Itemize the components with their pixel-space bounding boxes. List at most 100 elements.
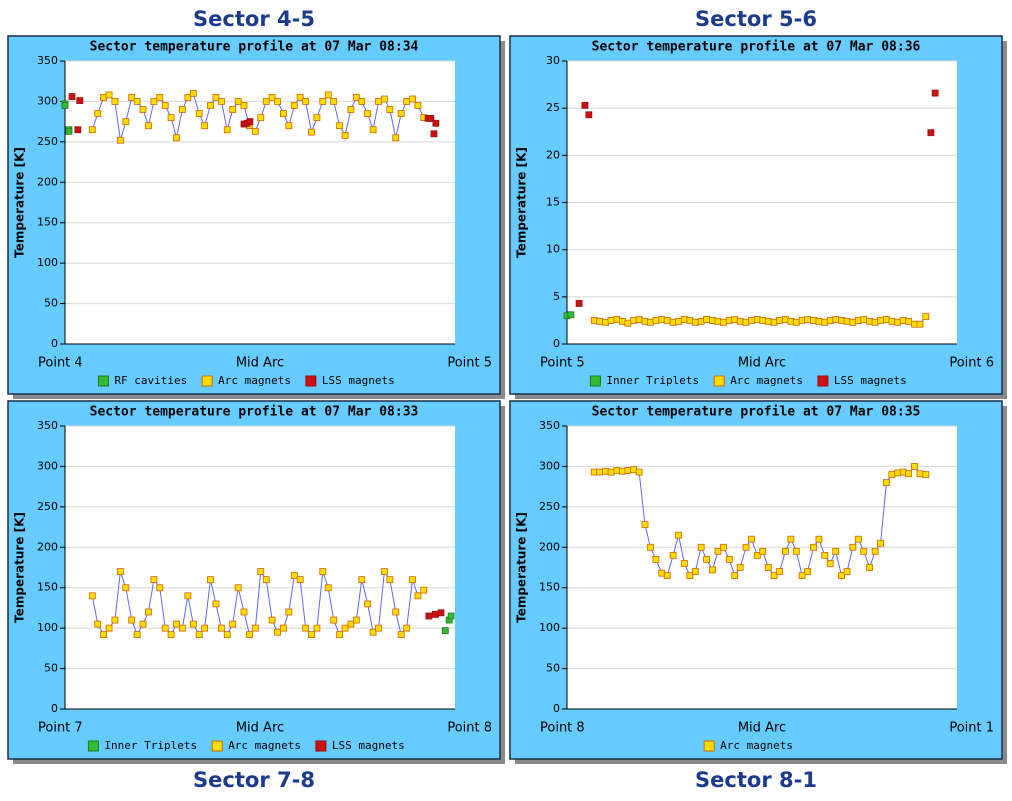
point xyxy=(607,468,615,476)
point xyxy=(916,320,924,328)
point xyxy=(427,115,435,122)
point xyxy=(691,568,699,575)
point xyxy=(161,624,169,632)
point xyxy=(843,568,851,575)
point xyxy=(274,98,281,105)
point xyxy=(714,547,722,555)
y-tick-label: 25 xyxy=(546,101,560,114)
point xyxy=(319,568,327,575)
point xyxy=(279,624,287,632)
point xyxy=(358,98,366,105)
point xyxy=(425,612,433,620)
point xyxy=(703,556,711,563)
point xyxy=(207,102,214,109)
point xyxy=(336,122,343,130)
y-tick-label: 50 xyxy=(546,662,560,675)
point xyxy=(877,317,884,324)
point xyxy=(821,551,829,559)
point xyxy=(709,566,716,574)
point xyxy=(641,521,649,529)
point xyxy=(635,468,643,476)
point xyxy=(764,317,772,325)
y-tick-label: 30 xyxy=(546,54,560,67)
y-tick-label: 200 xyxy=(37,175,58,188)
point xyxy=(302,624,310,632)
point xyxy=(257,568,265,575)
point xyxy=(815,317,823,325)
point xyxy=(156,584,164,592)
point xyxy=(274,628,281,636)
point xyxy=(223,631,231,639)
point xyxy=(447,612,455,620)
point xyxy=(575,300,583,307)
point xyxy=(358,576,366,584)
legend-swatch xyxy=(305,375,317,387)
legend-label: Inner Triplets xyxy=(104,739,197,752)
point xyxy=(76,97,84,105)
point xyxy=(403,98,411,105)
point xyxy=(922,471,930,478)
point xyxy=(430,130,438,138)
y-tick-label: 50 xyxy=(44,662,58,675)
point xyxy=(877,539,884,547)
y-tick-label: 250 xyxy=(539,500,560,513)
x-tick-label: Mid Arc xyxy=(236,721,284,736)
point xyxy=(257,114,265,121)
point xyxy=(381,568,388,575)
point xyxy=(133,98,141,105)
sector-label: Sector 4-5 xyxy=(193,7,315,31)
legend-label: Arc magnets xyxy=(720,739,793,752)
y-axis-label: Temperature [K] xyxy=(515,147,529,258)
point xyxy=(352,93,360,101)
point xyxy=(826,560,834,567)
point xyxy=(804,316,812,323)
sector-label: Sector 8-1 xyxy=(695,768,817,792)
point xyxy=(927,129,935,137)
y-tick-label: 350 xyxy=(37,419,58,432)
point xyxy=(251,624,259,632)
point xyxy=(324,584,332,592)
point xyxy=(61,102,69,109)
x-tick-label: Point 8 xyxy=(447,721,492,736)
y-tick-label: 100 xyxy=(539,621,560,634)
point xyxy=(736,317,744,325)
x-tick-label: Mid Arc xyxy=(738,356,786,371)
y-tick-label: 15 xyxy=(546,196,560,209)
point xyxy=(207,576,214,584)
chart-panel: Sector 4-5 Sector temperature profile at … xyxy=(7,7,505,399)
point xyxy=(414,592,422,600)
point xyxy=(392,608,400,616)
point xyxy=(290,102,298,109)
point xyxy=(635,316,643,323)
point xyxy=(111,98,119,105)
legend-swatch xyxy=(211,740,223,752)
point xyxy=(94,110,102,117)
point xyxy=(212,600,220,608)
point xyxy=(854,535,862,543)
point xyxy=(748,535,755,543)
point xyxy=(624,467,632,474)
point xyxy=(285,608,293,616)
point xyxy=(697,543,705,551)
point xyxy=(262,576,270,584)
point xyxy=(916,470,924,478)
legend-swatch xyxy=(589,375,601,387)
y-tick-label: 150 xyxy=(539,581,560,594)
sector-label: Sector 7-8 xyxy=(193,768,315,792)
point xyxy=(352,616,360,624)
x-tick-label: Point 5 xyxy=(447,356,492,371)
point xyxy=(178,624,186,632)
plot-area xyxy=(65,426,455,709)
point xyxy=(397,110,405,117)
legend-swatch xyxy=(87,740,99,752)
point xyxy=(815,535,823,543)
point xyxy=(116,136,124,144)
chart-title: Sector temperature profile at 07 Mar 08:… xyxy=(592,405,921,420)
y-tick-label: 200 xyxy=(37,540,58,553)
point xyxy=(375,98,382,105)
point xyxy=(792,547,800,555)
point xyxy=(347,106,355,113)
point xyxy=(330,616,338,624)
point xyxy=(922,313,930,321)
point xyxy=(432,119,440,127)
